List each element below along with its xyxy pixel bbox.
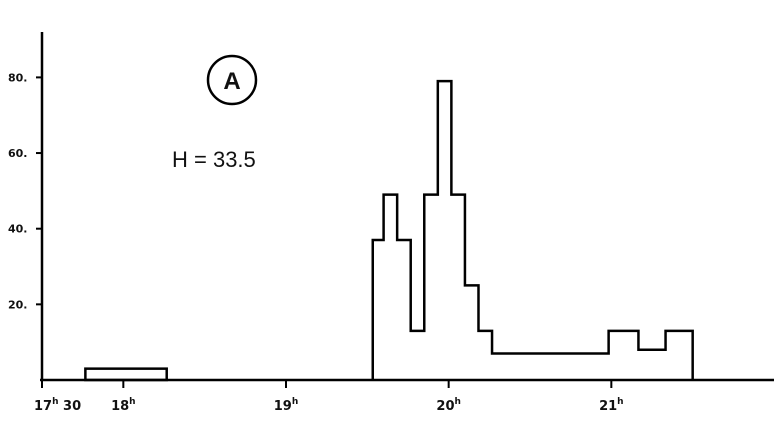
panel-label: A [223, 68, 240, 95]
histogram-bin-0 [373, 240, 384, 380]
x-tick-label-0: 17h 30 [34, 397, 81, 414]
histogram-bin-10 [609, 331, 639, 380]
histogram-bin-11 [638, 350, 665, 380]
histogram-outline [371, 79, 694, 380]
y-tick-label-3: 80. [8, 71, 28, 84]
y-tick-label-0: 20. [8, 298, 28, 311]
histogram-bin-9 [492, 354, 609, 380]
histogram-bin-4 [424, 195, 438, 380]
histogram-bin-5 [438, 81, 452, 380]
annotation-h: H = 33.5 [172, 147, 256, 172]
panel-label-circle [206, 54, 258, 106]
histogram-bin-2 [397, 240, 411, 380]
histogram-bin-3 [411, 331, 425, 380]
histogram-bin-7 [465, 285, 479, 380]
x-tick-label-4: 21h [599, 397, 624, 414]
x-tick-label-1: 18h [111, 397, 136, 414]
y-tick-label-1: 40. [8, 223, 28, 236]
y-tick-label-2: 60. [8, 147, 28, 160]
x-tick-label-2: 19h [274, 397, 299, 414]
histogram-bin-6 [451, 195, 465, 380]
histogram-bin-12 [666, 331, 693, 380]
x-tick-label-3: 20h [436, 397, 461, 414]
histogram-bars [84, 79, 694, 382]
x-ticks: 17h 30 18h 19h 20h 21h [34, 380, 624, 414]
y-ticks: 20. 40. 60. 80. [8, 71, 42, 311]
histogram-bin-8 [478, 331, 492, 380]
histogram-bin-1 [384, 195, 398, 380]
panel-badge: A [206, 54, 258, 106]
low-bin [84, 367, 168, 382]
